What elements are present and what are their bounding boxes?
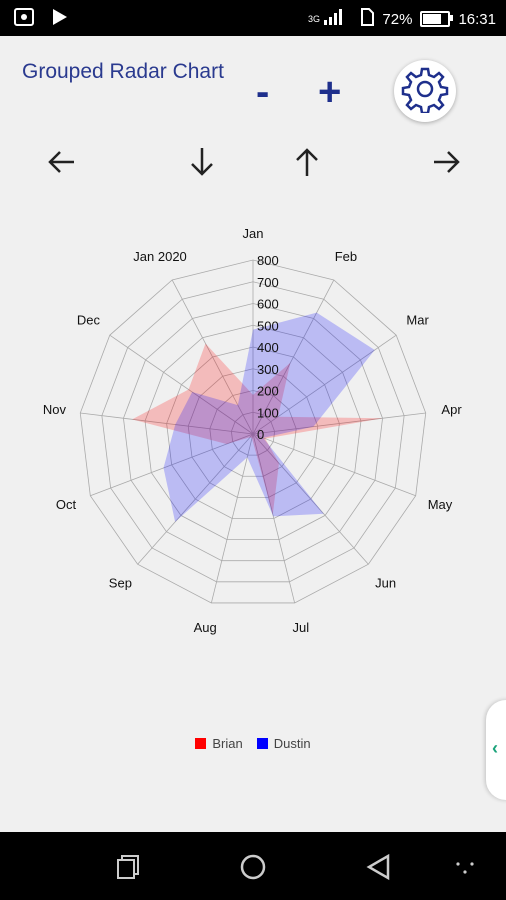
chart-title: Grouped Radar Chart — [22, 60, 224, 83]
play-icon — [52, 8, 68, 31]
arrow-left-button[interactable] — [42, 142, 82, 182]
arrow-right-icon — [434, 151, 460, 173]
menu-button[interactable] — [448, 850, 482, 884]
legend-item-brian: Brian — [195, 736, 243, 751]
arrow-up-icon — [296, 148, 318, 176]
category-label: Oct — [56, 497, 77, 512]
recent-apps-button[interactable] — [110, 850, 144, 884]
back-button[interactable] — [362, 850, 396, 884]
grid-spoke — [137, 433, 254, 565]
arrow-down-icon — [191, 148, 213, 176]
screenshot-icon — [14, 8, 34, 31]
side-drawer-tab[interactable]: ‹ — [486, 700, 506, 800]
grid-ring — [144, 324, 362, 540]
grid-ring — [101, 281, 405, 583]
radial-tick-label: 300 — [257, 362, 279, 377]
series-area-dustin — [163, 312, 375, 522]
chart-legend: Brian Dustin — [0, 736, 506, 751]
arrow-down-button[interactable] — [182, 142, 222, 182]
legend-label-dustin: Dustin — [273, 736, 311, 751]
grid-spoke — [252, 412, 426, 435]
legend-swatch-dustin — [256, 738, 268, 749]
radial-tick-label: 800 — [257, 253, 279, 268]
grid-spoke — [109, 334, 254, 435]
recent-apps-icon — [117, 855, 139, 879]
home-button[interactable] — [236, 850, 270, 884]
radial-tick-label: 200 — [257, 384, 279, 399]
category-label: May — [428, 497, 453, 512]
legend-swatch-brian — [195, 738, 207, 749]
arrow-up-button[interactable] — [287, 142, 327, 182]
category-label: Sep — [109, 576, 132, 591]
grid-spoke — [252, 433, 416, 497]
gear-icon — [401, 65, 449, 118]
legend-item-dustin: Dustin — [256, 736, 311, 751]
radial-tick-label: 0 — [257, 427, 264, 442]
radar-chart: 0 100 200 300 400 500 600 700 800 Jan Feb Mar Apr May… — [43, 226, 462, 635]
category-label: Aug — [194, 620, 217, 635]
grid-ring — [187, 368, 319, 498]
clock: 16:31 — [458, 10, 496, 28]
category-label: Mar — [406, 312, 429, 327]
zoom-in-button[interactable]: + — [318, 70, 342, 114]
category-label: Nov — [43, 402, 67, 417]
svg-text:3G: 3G — [308, 14, 320, 24]
grid-ring — [209, 390, 297, 477]
legend-label-brian: Brian — [212, 736, 243, 751]
grid-ring — [166, 346, 340, 519]
grid-ring — [123, 303, 383, 562]
grid-ring — [230, 411, 276, 456]
grid-spoke — [80, 412, 254, 435]
radial-tick-label: 700 — [257, 275, 279, 290]
category-label: Feb — [335, 249, 357, 264]
grid-ring — [79, 259, 427, 604]
signal-icon: 3G — [308, 8, 352, 30]
arrow-left-icon — [48, 151, 74, 173]
status-bar: 3G 72% 16:31 — [0, 0, 506, 36]
category-label: Jan 2020 — [133, 249, 187, 264]
arrow-right-button[interactable] — [426, 142, 466, 182]
grid-spoke — [252, 433, 296, 604]
radial-tick-label: 500 — [257, 318, 279, 333]
radial-tick-label: 600 — [257, 297, 279, 312]
radial-tick-label: 100 — [257, 405, 279, 420]
dots-icon — [456, 862, 474, 874]
category-label: Jul — [293, 620, 310, 635]
category-label: Apr — [441, 402, 462, 417]
settings-button[interactable] — [394, 60, 456, 122]
category-label: Jan — [243, 226, 264, 241]
sim-icon — [360, 8, 375, 30]
category-label: Jun — [375, 576, 396, 591]
category-label: Dec — [77, 312, 101, 327]
grid-spoke — [252, 433, 369, 565]
battery-icon — [420, 11, 454, 27]
series-area-brian — [132, 343, 383, 515]
navigation-bar — [0, 832, 506, 900]
chevron-left-icon: ‹ — [492, 738, 498, 758]
grid-spoke — [90, 433, 254, 497]
grid-spoke — [252, 279, 335, 435]
battery-percent: 72% — [382, 10, 413, 28]
radial-tick-label: 400 — [257, 340, 279, 355]
grid-spoke — [252, 334, 397, 435]
home-icon — [240, 854, 266, 880]
back-icon — [366, 853, 390, 881]
grid-spoke — [171, 279, 254, 435]
grid-spoke — [210, 433, 254, 604]
zoom-out-button[interactable]: - — [256, 70, 270, 114]
